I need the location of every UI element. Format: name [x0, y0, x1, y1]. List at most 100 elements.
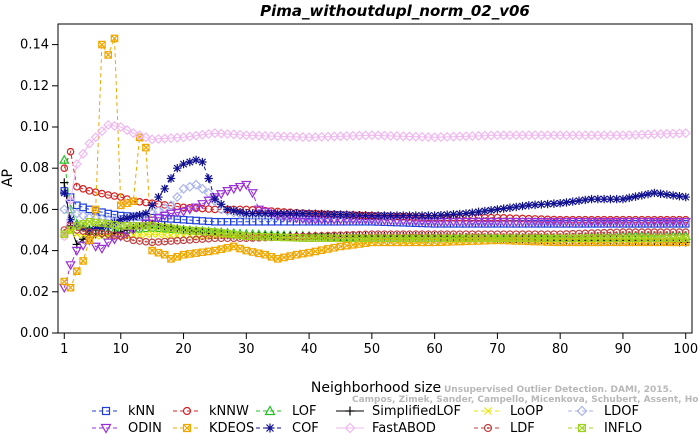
series-marker [122, 213, 132, 223]
series-marker [161, 231, 169, 239]
series-marker [179, 159, 188, 169]
series-marker [342, 241, 351, 250]
series-marker [215, 190, 227, 200]
series-marker [656, 189, 665, 198]
series-marker [542, 217, 553, 228]
series-marker [411, 211, 421, 220]
legend-label: ODIN [128, 421, 162, 434]
series-line [63, 38, 686, 289]
series-marker [211, 246, 219, 255]
legend-item-COF: COF [256, 421, 319, 434]
series-marker [345, 406, 355, 416]
series-marker [90, 242, 101, 252]
series-marker [228, 185, 239, 195]
series-marker [618, 194, 628, 204]
series-marker [511, 217, 522, 228]
y-axis-label: AP [0, 169, 16, 187]
x-tick-label: 10 [112, 342, 129, 357]
series-marker [165, 209, 177, 219]
series-marker [581, 195, 590, 205]
series-marker [398, 131, 409, 142]
series-marker [498, 217, 509, 228]
series-marker [79, 220, 87, 228]
series-marker [147, 201, 157, 210]
series-marker [173, 164, 182, 173]
series-marker [216, 204, 227, 215]
series-marker [222, 187, 233, 197]
series-marker [104, 51, 113, 59]
series-line [63, 184, 686, 288]
series-marker-dot [487, 427, 489, 429]
series-marker [134, 130, 145, 141]
series-marker-dot [578, 232, 581, 235]
series-marker [410, 131, 421, 142]
series-marker [273, 255, 282, 263]
series-marker [592, 217, 604, 228]
series-marker [135, 133, 144, 142]
series-marker [311, 209, 320, 218]
series-marker-dot [653, 231, 656, 234]
legend-label: LDF [510, 421, 535, 434]
series-marker [668, 191, 678, 200]
series-marker [279, 209, 289, 218]
series-marker [636, 217, 648, 228]
legend-label: LDOF [604, 404, 639, 419]
series-marker [128, 128, 139, 139]
series-marker [247, 130, 258, 141]
legend-label: KDEOS [209, 421, 254, 434]
series-marker [264, 405, 276, 416]
series-marker [204, 247, 213, 256]
series-marker [373, 211, 383, 220]
series-marker [115, 121, 126, 133]
series-marker [79, 257, 87, 265]
chart-title: Pima_withoutdupl_norm_02_v06 [260, 2, 530, 20]
series-marker [285, 131, 296, 142]
series-marker [336, 210, 345, 219]
series-marker [153, 222, 164, 233]
series-marker [467, 217, 478, 228]
series-marker [417, 211, 427, 220]
series-marker [222, 128, 233, 140]
series-marker [84, 138, 95, 149]
series-marker [242, 209, 251, 218]
series-marker [297, 132, 308, 143]
x-tick-label: 20 [175, 342, 192, 357]
series-marker [90, 132, 101, 143]
series-marker [241, 130, 252, 141]
legend-label: SimplifiedLOF [372, 404, 461, 419]
series-marker [60, 188, 69, 198]
series-marker [650, 188, 659, 198]
series-marker [554, 217, 566, 228]
series-marker [449, 210, 458, 219]
series-marker [311, 247, 320, 256]
series-marker [78, 210, 89, 221]
legend-item-kNN: kNN [92, 404, 155, 419]
series-marker [344, 422, 356, 434]
series-marker [573, 217, 585, 228]
series-marker [280, 253, 288, 262]
series-marker-dot [163, 240, 166, 243]
series-marker [73, 267, 81, 275]
x-tick-label: 80 [552, 342, 569, 357]
series-marker [642, 217, 654, 228]
series-marker [59, 154, 70, 164]
series-marker [504, 217, 516, 228]
legend-label: INFLO [604, 421, 642, 434]
series-marker [154, 248, 163, 257]
series-marker [273, 209, 282, 218]
series-marker [260, 130, 271, 141]
series-marker [436, 210, 446, 220]
series-marker [278, 131, 290, 142]
series-marker-dot [308, 235, 311, 238]
series-marker [85, 225, 94, 235]
series-marker-dot [628, 231, 631, 234]
legend-label: kNN [128, 404, 155, 419]
y-tick-label: 0.14 [20, 38, 49, 53]
series-marker [373, 130, 384, 141]
series-marker [104, 221, 113, 231]
legend-item-LoOP: LoOP [474, 404, 543, 419]
legend-label: kNNW [209, 404, 249, 419]
series-marker [298, 209, 308, 218]
watermark-line-2: Campos, Zimek, Sander, Campello, Micenko… [352, 395, 698, 405]
series-marker [505, 203, 515, 212]
